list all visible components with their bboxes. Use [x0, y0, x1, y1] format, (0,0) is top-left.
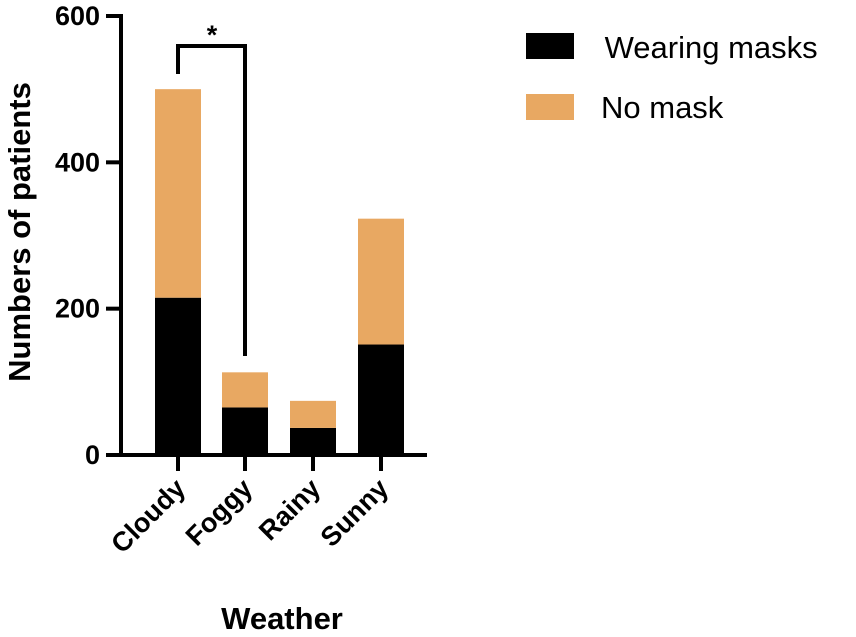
legend-swatch-wearing-masks [526, 33, 574, 59]
y-tick-label: 0 [85, 440, 100, 470]
bar-foggy-wearing-masks [222, 407, 268, 455]
legend-label-no-mask: No mask [601, 90, 724, 125]
bar-foggy-no-mask [222, 372, 268, 408]
legend: Wearing masks No mask [526, 30, 818, 125]
bar-sunny-no-mask [358, 218, 404, 345]
x-tick-label-foggy: Foggy [180, 473, 258, 551]
x-tick-label-sunny: Sunny [315, 473, 395, 553]
legend-label-wearing-masks: Wearing masks [596, 30, 818, 65]
legend-swatch-no-mask [526, 94, 574, 120]
x-axis-title: Weather [221, 601, 343, 636]
bar-rainy-wearing-masks [290, 427, 336, 455]
y-tick-label: 200 [55, 294, 100, 324]
bracket-line [176, 44, 247, 356]
bar-cloudy-wearing-masks [155, 297, 201, 455]
bar-sunny-wearing-masks [358, 344, 404, 455]
y-tick-label: 600 [55, 1, 100, 31]
bar-cloudy-no-mask [155, 89, 201, 298]
x-tick-label-rainy: Rainy [253, 473, 326, 546]
bar-rainy-no-mask [290, 400, 336, 428]
bars-group [155, 89, 404, 455]
y-axis-title: Numbers of patients [2, 82, 37, 382]
axes-group [119, 14, 427, 457]
y-tick-label: 400 [55, 147, 100, 177]
y-ticks-group: 0 200 400 600 [55, 1, 121, 470]
significance-bracket: * [176, 20, 247, 356]
x-tick-label-cloudy: Cloudy [105, 473, 191, 559]
significance-star: * [207, 20, 218, 50]
